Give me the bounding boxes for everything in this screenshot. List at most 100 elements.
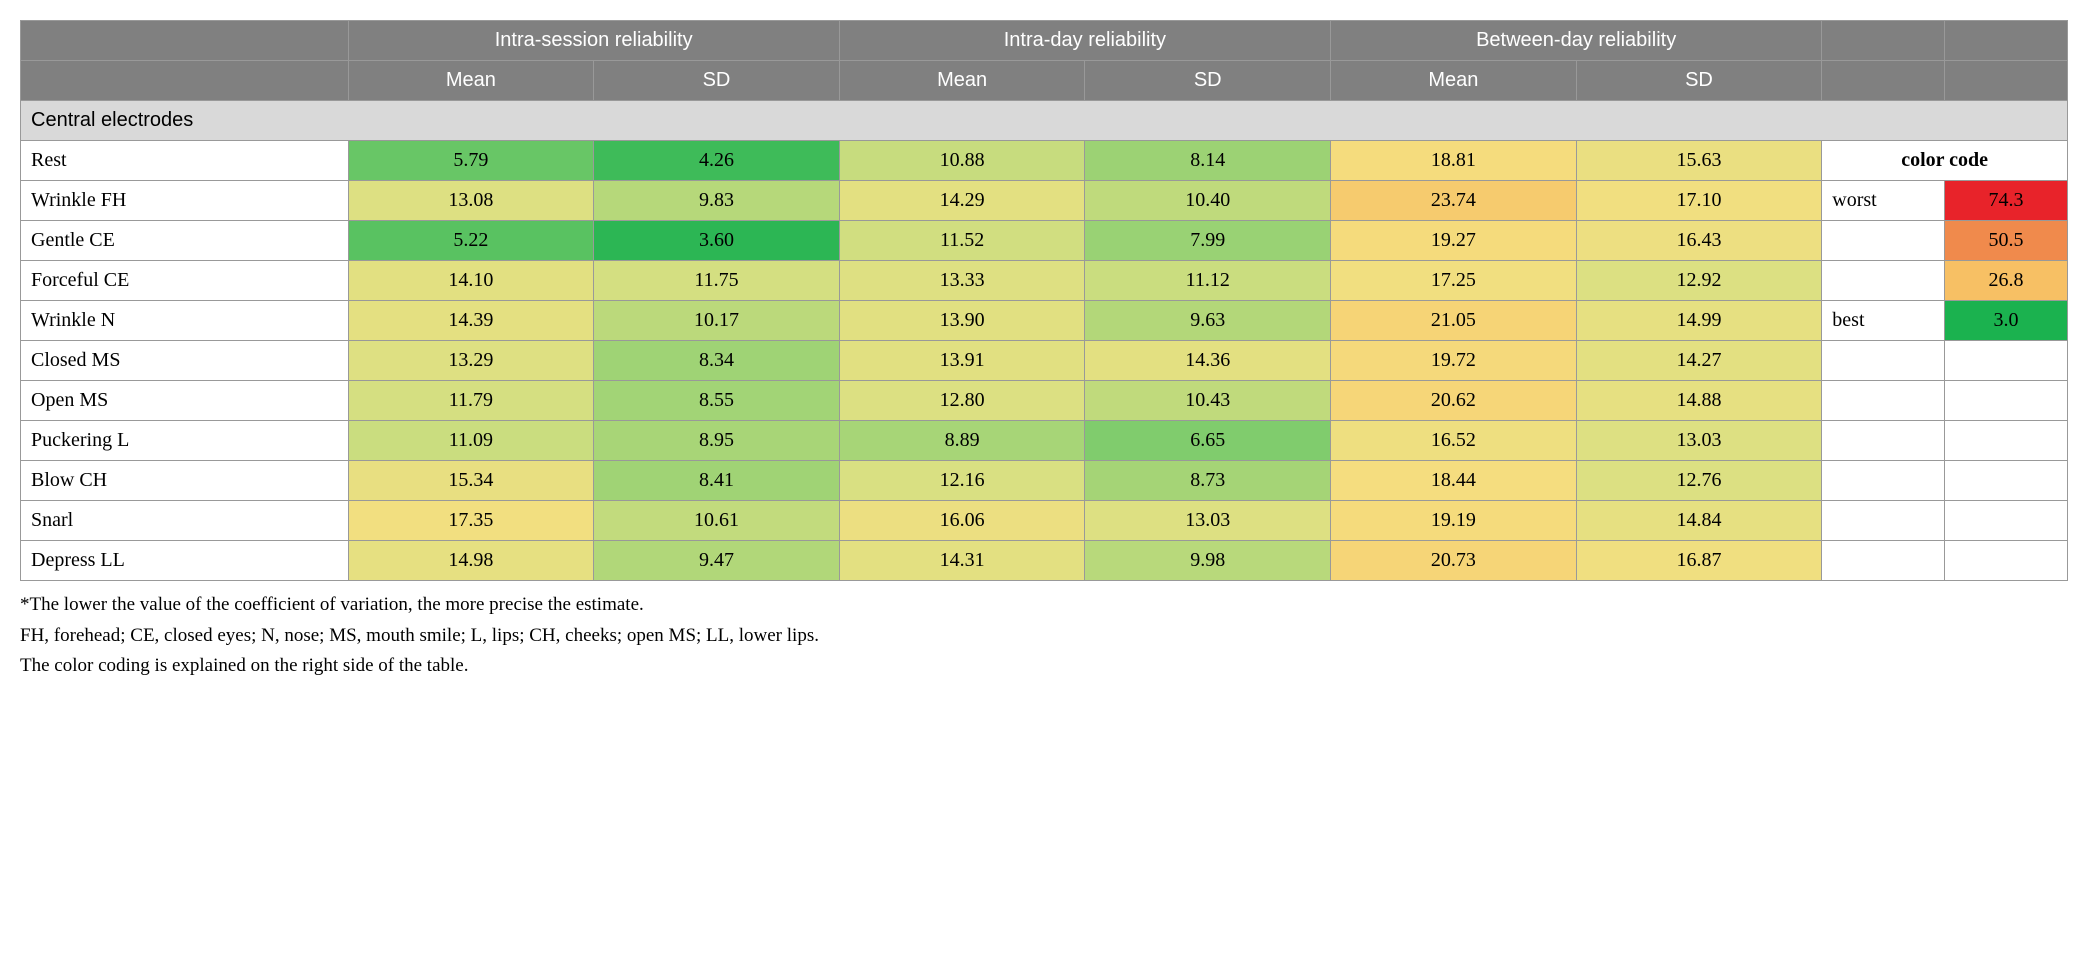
value-cell: 16.52: [1331, 421, 1577, 461]
value-cell: 13.33: [839, 261, 1085, 301]
table-row: Snarl17.3510.6116.0613.0319.1914.84: [21, 501, 2068, 541]
value-cell: 12.16: [839, 461, 1085, 501]
blank-cell: [1945, 421, 2068, 461]
value-cell: 9.63: [1085, 301, 1331, 341]
header-blank: [1822, 61, 1945, 101]
value-cell: 12.76: [1576, 461, 1822, 501]
header-blank: [21, 21, 349, 61]
value-cell: 9.83: [594, 181, 840, 221]
value-cell: 13.91: [839, 341, 1085, 381]
table-row: Gentle CE5.223.6011.527.9919.2716.4350.5: [21, 221, 2068, 261]
value-cell: 18.44: [1331, 461, 1577, 501]
value-cell: 8.41: [594, 461, 840, 501]
row-label: Rest: [21, 141, 349, 181]
header-blank: [21, 61, 349, 101]
section-title: Central electrodes: [21, 101, 2068, 141]
value-cell: 9.47: [594, 541, 840, 581]
value-cell: 16.06: [839, 501, 1085, 541]
legend-swatch: 50.5: [1945, 221, 2068, 261]
legend-swatch: 3.0: [1945, 301, 2068, 341]
header-blank: [1945, 21, 2068, 61]
value-cell: 13.29: [348, 341, 594, 381]
value-cell: 16.87: [1576, 541, 1822, 581]
value-cell: 4.26: [594, 141, 840, 181]
value-cell: 23.74: [1331, 181, 1577, 221]
blank-cell: [1822, 541, 1945, 581]
blank-cell: [1945, 501, 2068, 541]
blank-cell: [1945, 381, 2068, 421]
header-sub: SD: [594, 61, 840, 101]
footnote-line: *The lower the value of the coefficient …: [20, 591, 2068, 620]
blank-cell: [1822, 341, 1945, 381]
blank-cell: [1822, 461, 1945, 501]
value-cell: 12.92: [1576, 261, 1822, 301]
row-label: Closed MS: [21, 341, 349, 381]
value-cell: 12.80: [839, 381, 1085, 421]
table-row: Rest5.794.2610.888.1418.8115.63color cod…: [21, 141, 2068, 181]
table-row: Blow CH15.348.4112.168.7318.4412.76: [21, 461, 2068, 501]
value-cell: 13.03: [1576, 421, 1822, 461]
value-cell: 10.61: [594, 501, 840, 541]
value-cell: 11.52: [839, 221, 1085, 261]
value-cell: 8.73: [1085, 461, 1331, 501]
value-cell: 11.09: [348, 421, 594, 461]
value-cell: 21.05: [1331, 301, 1577, 341]
footnotes: *The lower the value of the coefficient …: [20, 591, 2068, 681]
table-row: Wrinkle FH13.089.8314.2910.4023.7417.10w…: [21, 181, 2068, 221]
value-cell: 14.88: [1576, 381, 1822, 421]
value-cell: 11.75: [594, 261, 840, 301]
value-cell: 8.14: [1085, 141, 1331, 181]
header-sub: SD: [1576, 61, 1822, 101]
value-cell: 14.99: [1576, 301, 1822, 341]
row-label: Forceful CE: [21, 261, 349, 301]
header-group: Intra-session reliability: [348, 21, 839, 61]
table-row: Forceful CE14.1011.7513.3311.1217.2512.9…: [21, 261, 2068, 301]
value-cell: 14.10: [348, 261, 594, 301]
value-cell: 17.25: [1331, 261, 1577, 301]
blank-cell: [1822, 501, 1945, 541]
header-sub: Mean: [1331, 61, 1577, 101]
value-cell: 8.34: [594, 341, 840, 381]
blank-cell: [1822, 421, 1945, 461]
blank-cell: [1822, 381, 1945, 421]
value-cell: 15.63: [1576, 141, 1822, 181]
value-cell: 3.60: [594, 221, 840, 261]
row-label: Wrinkle N: [21, 301, 349, 341]
header-blank: [1945, 61, 2068, 101]
value-cell: 8.89: [839, 421, 1085, 461]
row-label: Open MS: [21, 381, 349, 421]
value-cell: 8.95: [594, 421, 840, 461]
reliability-table: Intra-session reliabilityIntra-day relia…: [20, 20, 2068, 581]
value-cell: 19.27: [1331, 221, 1577, 261]
value-cell: 14.39: [348, 301, 594, 341]
value-cell: 9.98: [1085, 541, 1331, 581]
value-cell: 15.34: [348, 461, 594, 501]
row-label: Wrinkle FH: [21, 181, 349, 221]
value-cell: 7.99: [1085, 221, 1331, 261]
footnote-line: The color coding is explained on the rig…: [20, 652, 2068, 681]
value-cell: 8.55: [594, 381, 840, 421]
header-sub: SD: [1085, 61, 1331, 101]
row-label: Puckering L: [21, 421, 349, 461]
value-cell: 11.12: [1085, 261, 1331, 301]
value-cell: 10.40: [1085, 181, 1331, 221]
value-cell: 14.98: [348, 541, 594, 581]
header-sub: Mean: [839, 61, 1085, 101]
table-row: Open MS11.798.5512.8010.4320.6214.88: [21, 381, 2068, 421]
table-row: Puckering L11.098.958.896.6516.5213.03: [21, 421, 2068, 461]
legend-label: best: [1822, 301, 1945, 341]
value-cell: 13.08: [348, 181, 594, 221]
table-header: Intra-session reliabilityIntra-day relia…: [21, 21, 2068, 101]
value-cell: 20.73: [1331, 541, 1577, 581]
row-label: Blow CH: [21, 461, 349, 501]
value-cell: 6.65: [1085, 421, 1331, 461]
header-group: Intra-day reliability: [839, 21, 1330, 61]
row-label: Depress LL: [21, 541, 349, 581]
legend-swatch: 26.8: [1945, 261, 2068, 301]
legend-label: [1822, 221, 1945, 261]
value-cell: 14.36: [1085, 341, 1331, 381]
value-cell: 19.72: [1331, 341, 1577, 381]
value-cell: 14.27: [1576, 341, 1822, 381]
legend-swatch: 74.3: [1945, 181, 2068, 221]
blank-cell: [1945, 341, 2068, 381]
